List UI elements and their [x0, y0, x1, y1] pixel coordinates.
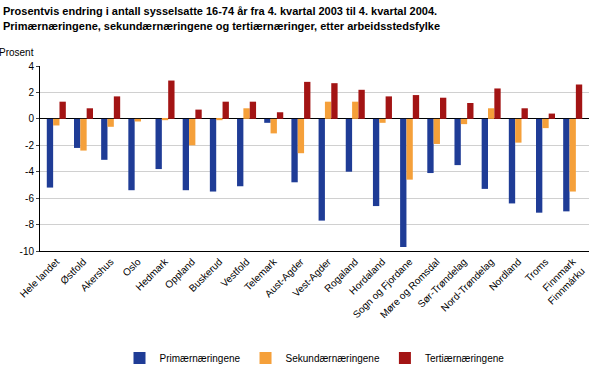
svg-text:-2: -2: [25, 140, 34, 151]
svg-text:Tertiærnæringene: Tertiærnæringene: [425, 353, 504, 364]
svg-text:0: 0: [28, 113, 34, 124]
svg-text:Møre og Romsdal: Møre og Romsdal: [378, 256, 442, 320]
svg-text:Telemark: Telemark: [242, 255, 279, 292]
svg-text:Oppland: Oppland: [163, 256, 198, 291]
svg-text:FinnmarkFinnmárku: FinnmarkFinnmárku: [536, 255, 587, 306]
svg-text:Nord-Trøndelag: Nord-Trøndelag: [439, 256, 496, 313]
svg-text:Primærnæringene: Primærnæringene: [160, 353, 241, 364]
svg-text:Troms: Troms: [523, 256, 551, 284]
svg-text:Hele landet: Hele landet: [18, 256, 62, 300]
svg-text:4: 4: [28, 61, 34, 72]
svg-text:Vest-Agder: Vest-Agder: [290, 256, 333, 299]
svg-text:Prosentvis endring i antall sy: Prosentvis endring i antall sysselsatte …: [3, 5, 440, 31]
svg-text:-10: -10: [20, 246, 35, 257]
svg-text:-4: -4: [25, 166, 34, 177]
svg-text:Sekundærnæringene: Sekundærnæringene: [286, 353, 380, 364]
svg-text:Hedmark: Hedmark: [133, 255, 170, 292]
svg-text:-8: -8: [25, 219, 34, 230]
svg-text:Vestfold: Vestfold: [219, 256, 252, 289]
svg-text:Nordland: Nordland: [487, 256, 523, 292]
svg-text:Akershus: Akershus: [78, 256, 115, 293]
svg-text:Oslo: Oslo: [120, 256, 143, 279]
svg-text:Rogaland: Rogaland: [322, 256, 360, 294]
svg-text:Sogn og Fjordane: Sogn og Fjordane: [351, 256, 415, 320]
svg-text:Aust-Agder: Aust-Agder: [263, 256, 307, 300]
svg-text:2: 2: [28, 87, 34, 98]
svg-text:Hordaland: Hordaland: [347, 256, 387, 296]
svg-text:Østfold: Østfold: [58, 256, 88, 286]
svg-text:-6: -6: [25, 193, 34, 204]
svg-text:Buskerud: Buskerud: [187, 256, 225, 294]
svg-text:Sør-Trøndelag: Sør-Trøndelag: [415, 256, 468, 309]
svg-text:Prosent: Prosent: [0, 47, 34, 58]
